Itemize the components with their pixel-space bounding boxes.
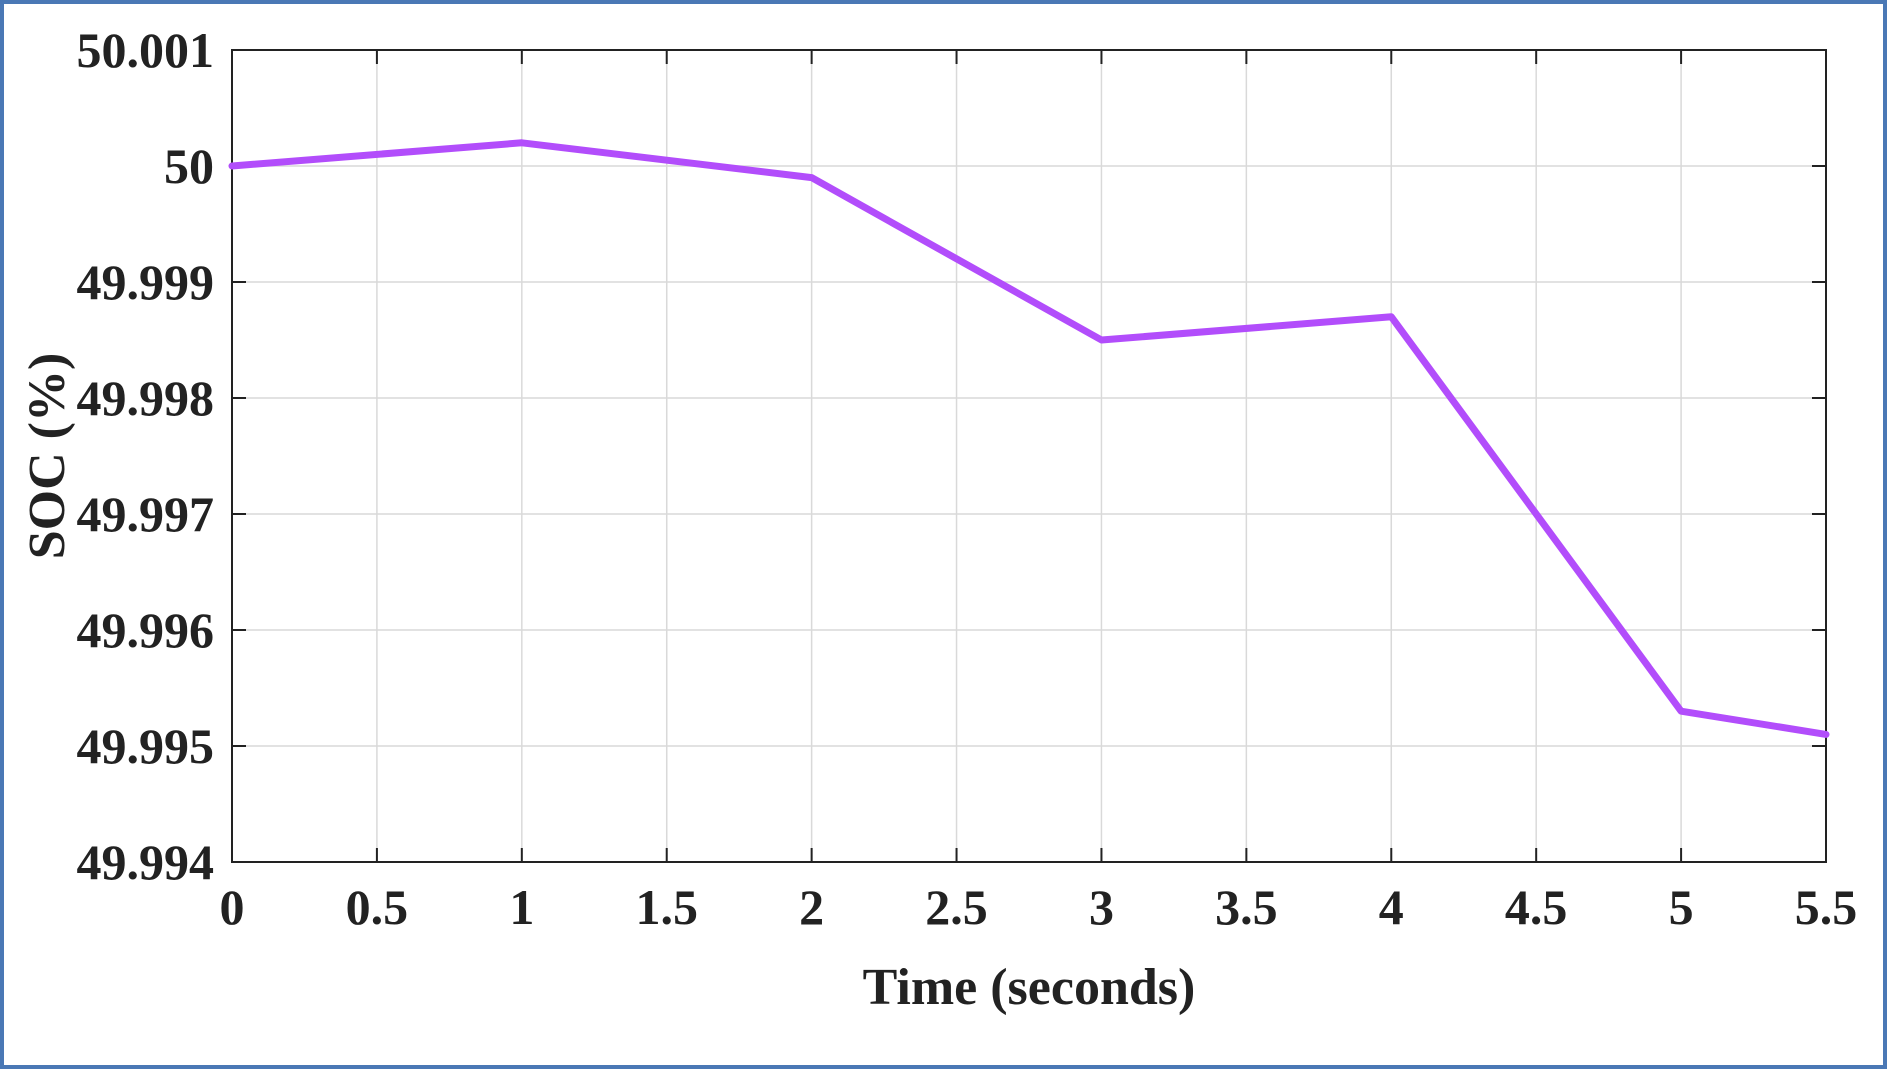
y-tick-label: 49.994 [77,834,215,890]
tick-labels: 0 0.5 1 1.5 2 2.5 3 3.5 4 4.5 5 5.5 49.994 49.995 49.9… [77,22,1858,935]
x-tick-label: 1.5 [635,879,698,935]
y-axis-label: SOC (%) [19,353,76,560]
axis-ticks [231,49,1827,863]
series-layer [228,139,1830,738]
x-tick-label: 3 [1089,879,1114,935]
y-tick-label: 50 [164,138,214,194]
soc-series-line [228,139,1830,738]
x-axis-label: Time (seconds) [863,959,1196,1016]
y-tick-label: 50.001 [77,22,215,78]
x-tick-label: 0 [220,879,245,935]
y-tick-label: 49.997 [77,486,215,542]
x-tick-label: 3.5 [1215,879,1278,935]
soc-line-chart: 0 0.5 1 1.5 2 2.5 3 3.5 4 4.5 5 5.5 49.994 49.995 49.9… [19,22,1858,1016]
y-tick-label: 49.999 [77,254,215,310]
x-tick-label: 0.5 [346,879,409,935]
x-tick-label: 2 [799,879,824,935]
x-tick-label: 4.5 [1505,879,1568,935]
x-tick-label: 5 [1669,879,1694,935]
x-tick-label: 1 [509,879,534,935]
x-tick-label: 4 [1379,879,1404,935]
y-tick-label: 49.996 [77,602,215,658]
plot-area [231,49,1827,863]
x-tick-label: 2.5 [925,879,988,935]
y-tick-label: 49.998 [77,370,215,426]
y-tick-label: 49.995 [77,718,215,774]
grid-lines [231,49,1827,863]
x-tick-label: 5.5 [1795,879,1858,935]
